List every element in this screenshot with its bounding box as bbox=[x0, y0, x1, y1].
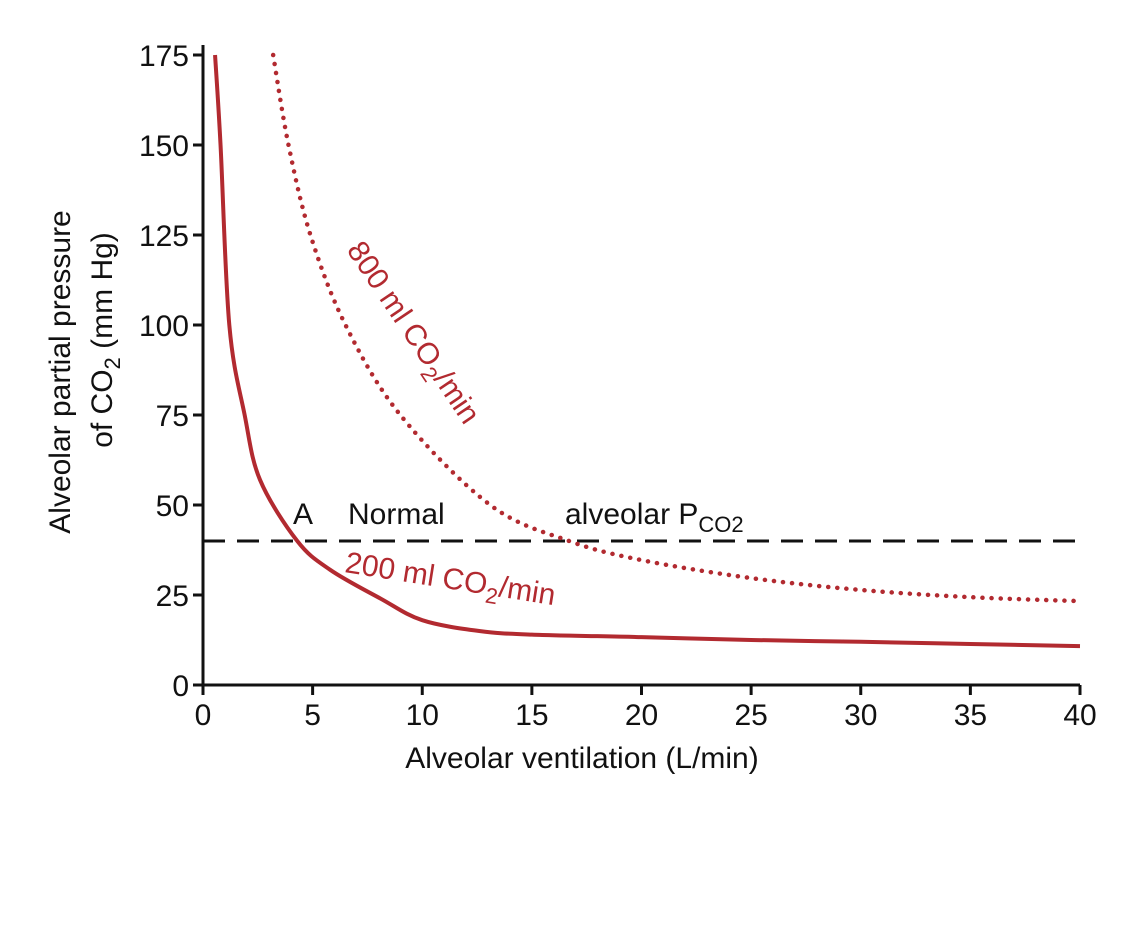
x-tick-label: 35 bbox=[954, 699, 987, 732]
data-line bbox=[270, 52, 1083, 604]
y-axis-label: of CO2 (mm Hg) bbox=[86, 232, 125, 448]
y-axis-label-part: (mm Hg) bbox=[86, 232, 119, 357]
y-tick-label: 100 bbox=[139, 310, 189, 343]
y-tick-label: 25 bbox=[156, 580, 189, 613]
annotation-part: alveolar P bbox=[565, 498, 698, 531]
y-tick-label: 50 bbox=[156, 490, 189, 523]
x-tick-label: 0 bbox=[195, 699, 212, 732]
y-tick-label: 125 bbox=[139, 220, 189, 253]
annotation-part: 200 ml CO bbox=[343, 546, 490, 601]
annotation-part: 800 ml CO bbox=[340, 235, 448, 372]
y-axis-label-sub: 2 bbox=[100, 357, 125, 369]
annotation: A bbox=[293, 498, 313, 531]
data-line bbox=[213, 54, 1081, 649]
y-tick-label: 75 bbox=[156, 400, 189, 433]
annotation-part: /min bbox=[497, 571, 558, 612]
x-axis-label: Alveolar ventilation (L/min) bbox=[405, 742, 758, 775]
x-tick-label: 5 bbox=[304, 699, 321, 732]
x-tick-label: 10 bbox=[406, 699, 439, 732]
x-tick-label: 20 bbox=[625, 699, 658, 732]
annotation-sub: 2 bbox=[484, 583, 500, 610]
y-tick-label: 150 bbox=[139, 130, 189, 163]
annotation: Normal bbox=[348, 498, 445, 531]
annotation-sub: CO2 bbox=[698, 512, 743, 537]
y-axis-label-part: of CO bbox=[86, 369, 119, 447]
x-tick-label: 15 bbox=[515, 699, 548, 732]
y-tick-label: 0 bbox=[172, 670, 189, 703]
x-tick-label: 40 bbox=[1063, 699, 1096, 732]
x-tick-label: 30 bbox=[844, 699, 877, 732]
annotation: 800 ml CO2/min bbox=[335, 235, 486, 433]
y-tick-label: 175 bbox=[139, 40, 189, 73]
annotation: alveolar PCO2 bbox=[565, 498, 744, 537]
annotation: 200 ml CO2/min bbox=[342, 546, 558, 618]
y-axis-label: Alveolar partial pressure bbox=[44, 210, 77, 533]
x-tick-label: 25 bbox=[734, 699, 767, 732]
